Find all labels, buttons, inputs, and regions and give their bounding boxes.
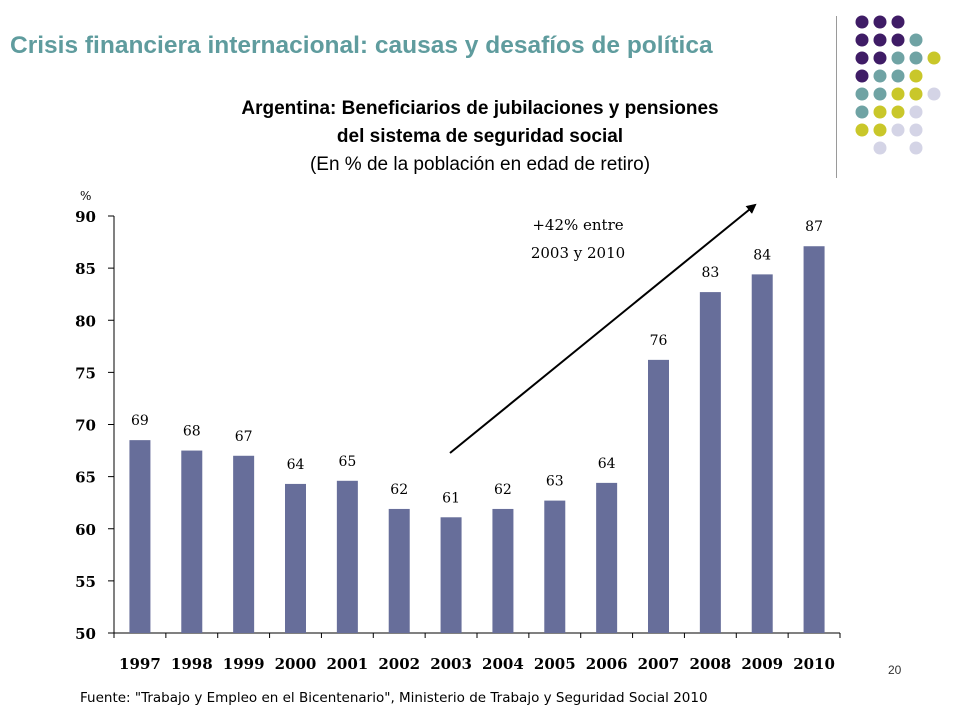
- decorative-dot: [873, 69, 887, 83]
- x-tick-label: 2004: [482, 655, 524, 673]
- data-label: 61: [442, 490, 460, 506]
- decorative-dot: [891, 105, 905, 119]
- decorative-dot: [891, 69, 905, 83]
- bar: [440, 517, 462, 633]
- decorative-dot: [873, 15, 887, 29]
- x-tick-label: 2001: [326, 655, 368, 673]
- x-tick-label: 1997: [119, 655, 161, 673]
- x-tick-label: 2000: [275, 655, 317, 673]
- x-tick-label: 2009: [741, 655, 783, 673]
- bar: [699, 292, 721, 633]
- data-label: 63: [546, 474, 564, 490]
- decorative-dot: [873, 105, 887, 119]
- data-label: 64: [598, 456, 616, 472]
- x-tick-label: 2002: [378, 655, 420, 673]
- bar: [803, 246, 825, 634]
- x-tick-label: 2006: [586, 655, 628, 673]
- decorative-dot: [873, 51, 887, 65]
- y-tick-label: 85: [75, 260, 96, 278]
- chart-title: Argentina: Beneficiarios de jubilaciones…: [241, 98, 719, 119]
- annotation-line1: +42% entre: [532, 216, 623, 234]
- y-tick-label: 75: [75, 364, 96, 382]
- decorative-dot: [909, 123, 923, 137]
- decorative-dot: [891, 33, 905, 47]
- decorative-dot: [855, 123, 869, 137]
- decorative-dot: [909, 105, 923, 119]
- y-tick-label: 60: [75, 521, 96, 539]
- data-label: 64: [287, 457, 305, 473]
- data-label: 65: [338, 454, 356, 470]
- y-tick-label: 50: [75, 625, 96, 643]
- decorative-dot: [855, 51, 869, 65]
- y-tick-label: 90: [75, 208, 96, 226]
- x-tick-label: 2003: [430, 655, 472, 673]
- x-tick-label: 2010: [793, 655, 835, 673]
- bar: [596, 482, 618, 633]
- bar-chart: 50 55 60 65 70 75 80 85 90 69 1997 68 1998 67 1999 64 2…: [75, 203, 841, 673]
- source-note: Fuente: "Trabajo y Empleo en el Bicenten…: [80, 690, 708, 706]
- data-label: 69: [131, 413, 149, 429]
- bar: [492, 508, 514, 633]
- decorative-dot: [873, 33, 887, 47]
- page-number: 20: [888, 663, 902, 677]
- y-tick-label: 80: [75, 312, 96, 330]
- data-label: 87: [805, 219, 823, 235]
- x-tick-label: 2008: [689, 655, 731, 673]
- data-label: 68: [183, 424, 201, 440]
- y-axis-unit-label: %: [80, 189, 92, 203]
- decorative-dot-grid: [855, 15, 941, 155]
- bar: [181, 450, 203, 633]
- decorative-dot: [909, 87, 923, 101]
- bar: [129, 440, 151, 633]
- bar: [648, 359, 669, 633]
- data-label: 76: [650, 333, 668, 349]
- data-label: 83: [701, 265, 719, 281]
- decorative-dot: [891, 15, 905, 29]
- decorative-dot: [909, 51, 923, 65]
- decorative-dot: [873, 87, 887, 101]
- decorative-dot: [873, 141, 887, 155]
- decorative-dot: [909, 69, 923, 83]
- decorative-dot: [909, 33, 923, 47]
- decorative-dot: [855, 33, 869, 47]
- data-label: 84: [753, 247, 771, 263]
- decorative-dot: [855, 15, 869, 29]
- y-tick-label: 55: [75, 573, 96, 591]
- decorative-dot: [855, 69, 869, 83]
- decorative-dot: [891, 123, 905, 137]
- header-divider-line: [836, 16, 837, 178]
- decorative-dot: [873, 123, 887, 137]
- decorative-dot: [909, 141, 923, 155]
- y-tick-label: 70: [75, 417, 96, 435]
- bar: [285, 483, 306, 633]
- decorative-dot: [891, 87, 905, 101]
- bar: [751, 274, 773, 633]
- bar: [544, 500, 566, 633]
- data-label: 67: [235, 429, 253, 445]
- data-label: 62: [494, 482, 512, 498]
- chart-subtitle: (En % de la población en edad de retiro): [309, 154, 651, 175]
- decorative-dot: [855, 87, 869, 101]
- decorative-dot: [891, 51, 905, 65]
- y-tick-label: 65: [75, 469, 96, 487]
- bar: [388, 508, 410, 633]
- bar: [336, 480, 358, 633]
- chart-title-line2: del sistema de seguridad social: [336, 126, 624, 147]
- trend-arrow: [449, 203, 757, 454]
- decorative-dot: [855, 105, 869, 119]
- decorative-dot: [927, 87, 941, 101]
- data-label: 62: [390, 482, 408, 498]
- annotation-line2: 2003 y 2010: [531, 244, 625, 262]
- x-tick-label: 2005: [534, 655, 576, 673]
- bar: [233, 455, 255, 633]
- x-tick-label: 2007: [638, 655, 680, 673]
- x-tick-label: 1999: [223, 655, 265, 673]
- slide-header-title: Crisis financiera internacional: causas …: [10, 32, 713, 59]
- decorative-dot: [927, 51, 941, 65]
- x-tick-label: 1998: [171, 655, 213, 673]
